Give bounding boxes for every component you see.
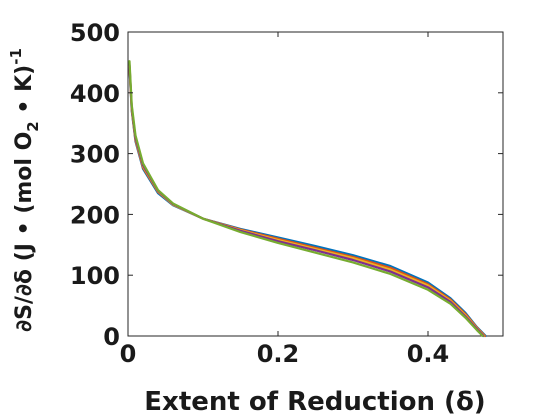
y-tick-label: 200 bbox=[70, 201, 120, 229]
y-tick-label: 300 bbox=[70, 141, 120, 169]
ticks-layer: 0 0.2 0.4 0 100 200 300 400 500 bbox=[70, 19, 503, 368]
axes-box bbox=[127, 31, 504, 337]
y-axis-label-mid: • K) bbox=[12, 65, 37, 121]
y-tick-label: 400 bbox=[70, 80, 120, 108]
x-tick-label: 0.4 bbox=[407, 340, 450, 368]
y-tick-label: 0 bbox=[103, 323, 120, 351]
x-axis-label: Extent of Reduction (δ) bbox=[144, 387, 485, 417]
y-axis-label-sup: -1 bbox=[7, 48, 25, 65]
series-layer bbox=[128, 60, 487, 338]
y-axis-label: ∂S/∂δ (J • (mol O2 • K)-1 bbox=[7, 48, 42, 332]
y-axis-label-main: ∂S/∂δ (J • (mol O bbox=[12, 132, 37, 332]
x-tick-label: 0.2 bbox=[257, 340, 300, 368]
plot-area: 0 0.2 0.4 0 100 200 300 400 500 bbox=[70, 19, 504, 368]
series-line-5 bbox=[128, 60, 484, 338]
y-tick-label: 500 bbox=[70, 19, 120, 47]
y-axis-label-sub: 2 bbox=[24, 121, 42, 131]
x-tick-label: 0 bbox=[120, 340, 137, 368]
y-tick-label: 100 bbox=[70, 262, 120, 290]
